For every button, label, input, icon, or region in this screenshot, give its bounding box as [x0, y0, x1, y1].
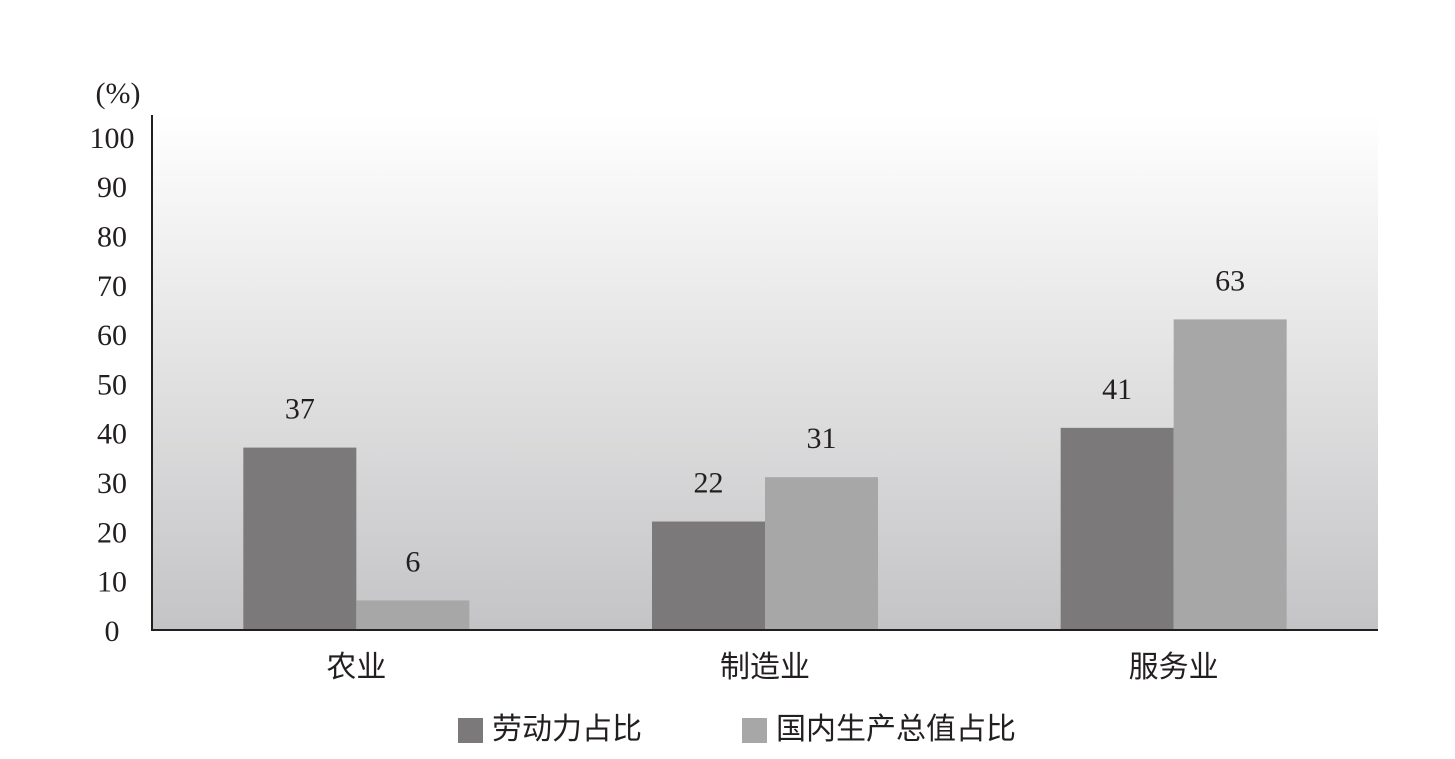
y-tick-label: 90 — [97, 171, 127, 204]
legend-label: 劳动力占比 — [492, 713, 642, 746]
data-label: 37 — [285, 392, 315, 425]
bar — [1060, 427, 1174, 630]
data-label: 41 — [1102, 373, 1132, 406]
bar — [356, 600, 470, 630]
bar — [652, 521, 765, 630]
legend-swatch — [458, 718, 483, 743]
y-tick-label: 60 — [97, 319, 127, 352]
y-axis-label: (%) — [96, 77, 141, 110]
bar — [243, 447, 357, 630]
y-tick-label: 70 — [97, 270, 127, 303]
x-tick-label: 农业 — [326, 651, 386, 684]
y-tick-label: 10 — [97, 566, 127, 599]
bar — [765, 477, 878, 630]
data-label: 63 — [1215, 264, 1245, 297]
y-tick-label: 50 — [97, 368, 127, 401]
y-tick-label: 100 — [90, 122, 135, 155]
data-label: 22 — [694, 466, 724, 499]
y-tick-label: 0 — [105, 615, 120, 648]
y-tick-label: 20 — [97, 516, 127, 549]
x-tick-label: 服务业 — [1129, 651, 1219, 684]
marks — [243, 319, 1287, 630]
data-label: 31 — [807, 422, 837, 455]
y-tick-label: 80 — [97, 220, 127, 253]
bar — [1173, 319, 1287, 630]
legend-swatch — [742, 718, 767, 743]
legend-label: 国内生产总值占比 — [776, 713, 1016, 746]
y-tick-label: 40 — [97, 418, 127, 451]
data-label: 6 — [405, 545, 420, 578]
y-tick-label: 30 — [97, 467, 127, 500]
x-tick-label: 制造业 — [720, 651, 810, 684]
